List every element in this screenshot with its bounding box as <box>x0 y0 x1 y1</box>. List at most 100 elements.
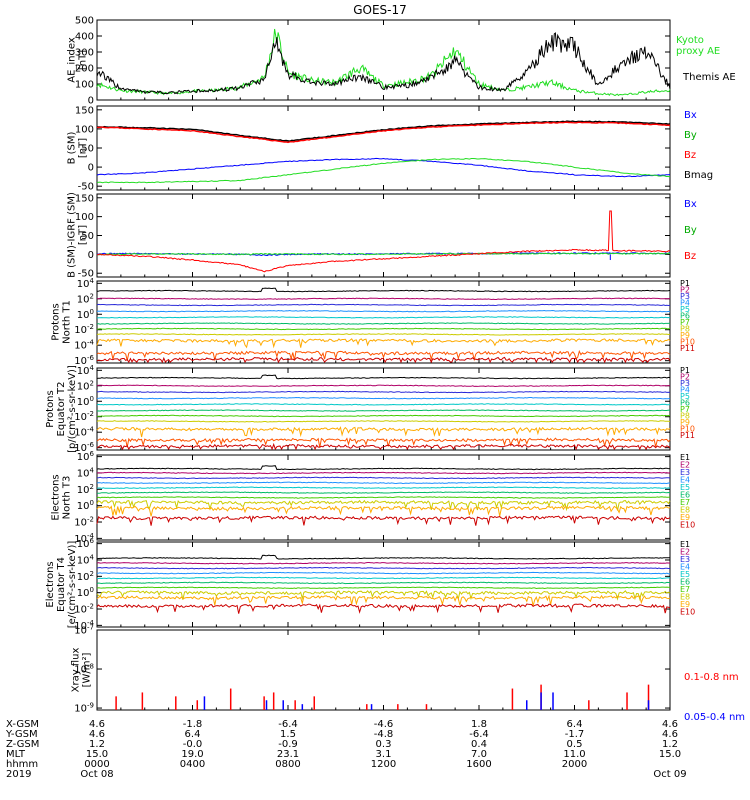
p2-flux-line <box>96 384 671 388</box>
y-tick-label: 10-2 <box>74 410 94 423</box>
y-tick-label: 100 <box>77 586 94 599</box>
legend-xray-short: 0.05-0.4 nm <box>684 712 745 723</box>
p4-flux-line <box>96 309 671 313</box>
legend-p7: P7 <box>680 318 690 327</box>
legend-p11: P11 <box>680 431 695 440</box>
p8-flux-line <box>96 420 671 423</box>
ephem-cell: 1200 <box>371 759 396 770</box>
p1-flux-line <box>96 287 671 293</box>
plot-title: GOES-17 <box>353 3 407 17</box>
y-axis-label-line: North T3 <box>62 476 73 520</box>
legend-bz: Bz <box>684 251 696 262</box>
e8-flux-line <box>96 499 671 512</box>
ephem-cell: 1.2 <box>662 739 678 750</box>
p11-flux-line <box>96 356 671 364</box>
y-tick-label: 150 <box>75 193 94 204</box>
legend-p6: P6 <box>680 312 690 321</box>
y-tick-label: 104 <box>77 277 95 290</box>
y-tick-label: -50 <box>78 182 94 193</box>
y-tick-label: 104 <box>77 553 95 566</box>
ephem-row-label: Y-GSM <box>5 729 38 740</box>
legend-p1: P1 <box>680 366 690 375</box>
e8-flux-line <box>96 590 671 602</box>
panel-frame <box>96 105 671 191</box>
panel-b-minus-igrf: -50 0 50 100 150 Bx By Bz B (SM)-IGRF (SM) [nT] <box>67 192 697 280</box>
panel-electrons-t3: 106 104 102 100 10-2 10-4 E1E2E3E4E5E6E7E8E9E1… <box>51 450 696 545</box>
e10-flux-line <box>96 514 671 526</box>
bz-residual-line <box>96 210 671 273</box>
ephem-cell: 15.0 <box>659 749 681 760</box>
ephem-cell: 1600 <box>466 759 491 770</box>
y-tick-label: 400 <box>75 32 94 43</box>
e6-flux-line <box>96 581 671 585</box>
legend-p7: P7 <box>680 405 690 414</box>
ephem-cell: 11.0 <box>563 749 585 760</box>
ephem-cell: 4.6 <box>662 729 678 740</box>
p2-flux-line <box>96 297 671 301</box>
y-axis-label-line: B (SM) <box>67 131 78 164</box>
ephem-cell: 15.0 <box>86 749 108 760</box>
panel-protons-t2: 10410210010-210-410-6P1P2P3P4P5P6P7P8P9P… <box>45 364 695 454</box>
p1-flux-line <box>96 374 671 380</box>
legend-p1: P1 <box>680 279 690 288</box>
y-tick-label: 300 <box>75 48 94 59</box>
legend-p4: P4 <box>680 299 690 308</box>
y-axis-label: Electrons Equator T4 [e/(cm²-s-sr-keV)] <box>45 541 78 629</box>
p5-flux-line <box>96 316 671 319</box>
by-residual-line <box>96 252 671 256</box>
ephem-row-label: X-GSM <box>6 719 39 730</box>
y-tick-label: 102 <box>77 483 94 496</box>
legend-kyoto: Kyoto <box>676 35 704 46</box>
legend-p6: P6 <box>680 399 690 408</box>
legend-e1: E1 <box>680 540 690 549</box>
y-axis-label: Electrons North T3 <box>51 474 73 520</box>
legend-e9: E9 <box>680 513 690 522</box>
ephem-cell: 4.6 <box>662 719 678 730</box>
panel-electrons-t4: 106 104 102 100 10-2 10-4 E1E2E3E4E5E6E7E8E9E1… <box>45 537 695 632</box>
y-tick-label: 10-4 <box>74 426 94 439</box>
panel-b-sm: -50 0 50 100 150 Bx By Bz Bmag B (SM) [nT] <box>67 105 714 192</box>
legend-e10: E10 <box>680 608 695 617</box>
ephem-cell: 0800 <box>275 759 300 770</box>
legend-e7: E7 <box>680 585 690 594</box>
y-axis-label-line: Protons <box>51 303 62 340</box>
y-tick-label: 50 <box>81 144 94 155</box>
y-tick-label: 104 <box>77 364 95 377</box>
y-axis-label-line: Electrons <box>45 561 56 607</box>
y-tick-label: 100 <box>75 80 94 91</box>
y-tick-label: 0 <box>88 96 94 107</box>
ephemeris-table: X-GSMY-GSMZ-GSMMLThhmm20194.64.61.215.00… <box>5 719 687 780</box>
y-axis-label-line: North T1 <box>62 300 73 344</box>
legend-p8: P8 <box>680 412 690 421</box>
y-tick-label: 100 <box>75 212 94 223</box>
legend-p2: P2 <box>680 373 690 382</box>
y-axis-label-line: Protons <box>45 390 56 427</box>
y-tick-label: 50 <box>81 231 94 242</box>
ephem-cell: 19.0 <box>181 749 203 760</box>
legend-proxy-ae: proxy AE <box>676 46 720 57</box>
ephem-cell: 7.0 <box>471 749 487 760</box>
y-tick-label: 500 <box>75 16 94 27</box>
y-tick-label: 106 <box>77 450 95 463</box>
legend-bx: Bx <box>684 110 697 121</box>
ephem-cell: -4.8 <box>374 729 394 740</box>
y-tick-label: 10-4 <box>74 339 94 352</box>
p5-flux-line <box>96 403 671 406</box>
p10-flux-line <box>96 349 671 362</box>
legend-p2: P2 <box>680 286 690 295</box>
legend-e9: E9 <box>680 600 690 609</box>
legend-e1: E1 <box>680 453 690 462</box>
y-axis-label-line: Equator T4 <box>56 557 67 612</box>
e2-flux-line <box>96 562 671 565</box>
e7-flux-line <box>96 496 671 499</box>
y-axis-label-line: [W/m²] <box>82 652 93 687</box>
legend-p4: P4 <box>680 386 690 395</box>
ephem-cell: 0000 <box>84 759 109 770</box>
y-tick-label: 10-4 <box>74 619 94 632</box>
legend-p10: P10 <box>680 425 695 434</box>
e1-flux-line <box>96 465 671 471</box>
p6-flux-line <box>96 409 671 412</box>
ephem-cell: 6.4 <box>567 719 583 730</box>
y-axis-label: Protons Equator T2 [p/(cm²-s-sr-keV)] <box>45 365 78 453</box>
